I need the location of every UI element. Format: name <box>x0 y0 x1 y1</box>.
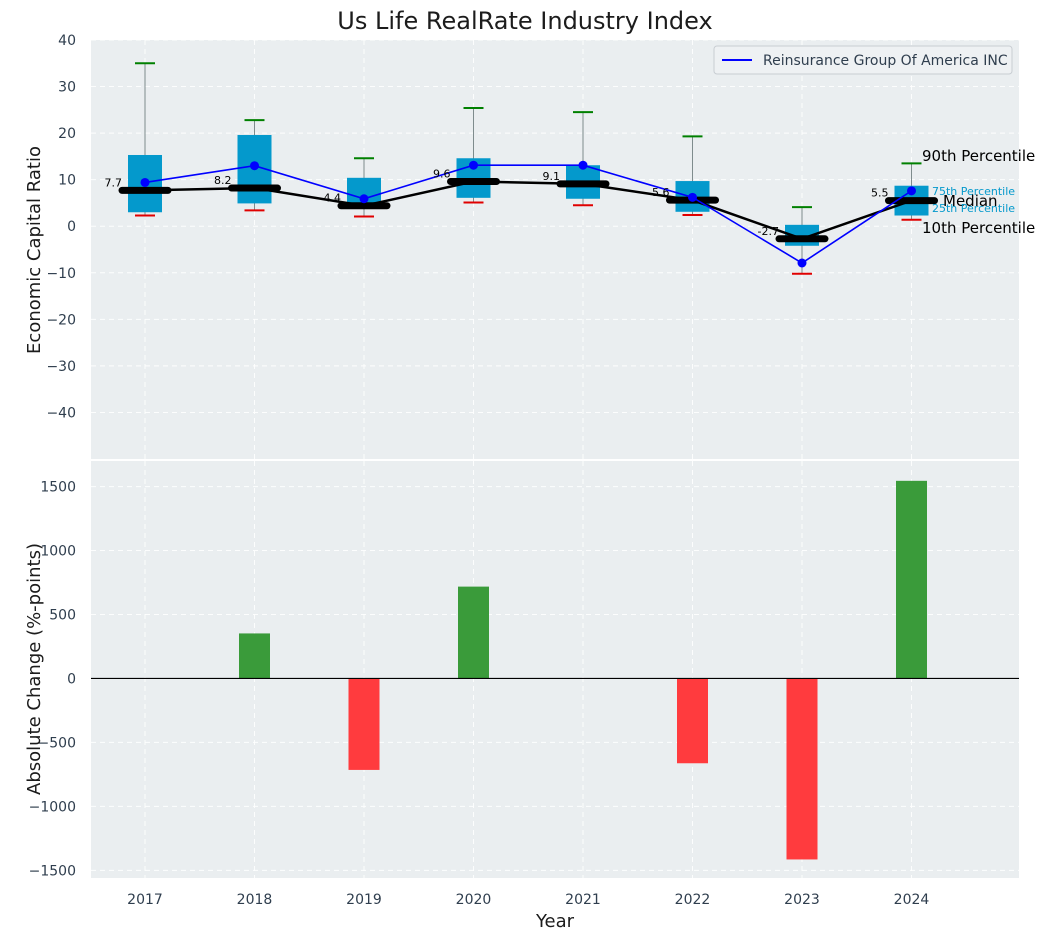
change-bar <box>677 678 708 764</box>
company-point <box>578 160 588 170</box>
legend-label: Reinsurance Group Of America INC <box>763 53 1008 69</box>
x-tick-label: 2017 <box>127 892 163 908</box>
change-bar <box>239 633 270 679</box>
top-panel-background <box>91 40 1019 459</box>
company-point <box>688 192 697 202</box>
bottom-y-tick-label: 1000 <box>40 544 76 560</box>
company-point <box>359 194 369 204</box>
median-value-label: 8.2 <box>214 174 232 187</box>
bottom-panel-background <box>91 461 1019 878</box>
top-y-tick-label: −40 <box>46 405 76 421</box>
change-bar <box>896 480 927 679</box>
x-tick-label: 2023 <box>784 892 820 908</box>
bottom-y-tick-label: −500 <box>38 735 76 751</box>
bottom-y-tick-label: −1000 <box>29 799 76 815</box>
company-point <box>469 160 478 170</box>
annotation-p25: 25th Percentile <box>932 202 1015 215</box>
bottom-y-tick-label: 1500 <box>40 480 76 496</box>
annotation-p90: 90th Percentile <box>922 147 1035 165</box>
x-tick-label: 2024 <box>894 892 930 908</box>
median-value-label: 9.6 <box>433 168 451 181</box>
chart-title: Us Life RealRate Industry Index <box>337 7 712 35</box>
median-value-label: 5.5 <box>871 187 889 200</box>
median-value-label: 4.4 <box>324 192 342 205</box>
median-value-labels: 7.7 8.2 4.4 9.6 9.1 5.6 -2.7 5.5 <box>105 168 889 238</box>
company-point <box>250 161 259 171</box>
median-value-label: 9.1 <box>543 170 561 183</box>
change-bar <box>348 678 380 770</box>
legend-box <box>713 45 1013 75</box>
top-y-tick-label: −10 <box>46 266 76 282</box>
top-y-axis-label: Economic Capital Ratio <box>24 146 45 354</box>
company-point <box>907 186 916 196</box>
change-bar <box>786 678 818 860</box>
top-y-tick-labels: 40 30 20 10 0 −10 −20 −30 −40 <box>46 33 76 421</box>
x-tick-label: 2019 <box>346 892 382 908</box>
annotation-median: Median <box>943 192 998 210</box>
annotation-p75: 75th Percentile <box>932 185 1015 198</box>
change-bar <box>458 586 489 679</box>
median-value-label: 5.6 <box>652 186 670 199</box>
bottom-y-tick-label: 500 <box>49 607 76 623</box>
top-y-tick-label: 20 <box>58 126 76 142</box>
x-tick-label: 2018 <box>237 892 273 908</box>
company-point <box>797 258 807 268</box>
x-tick-label: 2021 <box>565 892 601 908</box>
top-y-tick-label: 10 <box>58 173 76 189</box>
x-axis-label: Year <box>535 911 575 932</box>
median-line-group <box>118 178 938 243</box>
top-y-tick-label: −30 <box>46 359 76 375</box>
bottom-y-axis-label: Absolute Change (%-points) <box>24 543 45 795</box>
bottom-y-tick-label: −1500 <box>29 863 76 879</box>
company-line-group <box>140 160 916 268</box>
top-y-tick-label: 0 <box>67 219 76 235</box>
median-value-label: 7.7 <box>105 176 123 189</box>
bottom-y-tick-label: 0 <box>67 671 76 687</box>
company-line <box>144 164 912 264</box>
top-y-tick-label: 30 <box>58 80 76 96</box>
legend: Reinsurance Group Of America INC <box>713 45 1013 75</box>
x-tick-labels: 2017 2018 2019 2020 2021 2022 2023 2024 <box>127 892 929 908</box>
x-tick-label: 2020 <box>456 892 492 908</box>
bottom-y-tick-labels: 1500 1000 500 0 −500 −1000 −1500 <box>29 480 76 880</box>
annotation-p10: 10th Percentile <box>922 219 1035 237</box>
top-y-tick-label: 40 <box>58 33 76 49</box>
company-point <box>140 177 150 187</box>
change-bar-group <box>239 480 927 860</box>
median-value-label: -2.7 <box>758 225 779 238</box>
x-tick-label: 2022 <box>675 892 711 908</box>
top-y-tick-label: −20 <box>46 312 76 328</box>
